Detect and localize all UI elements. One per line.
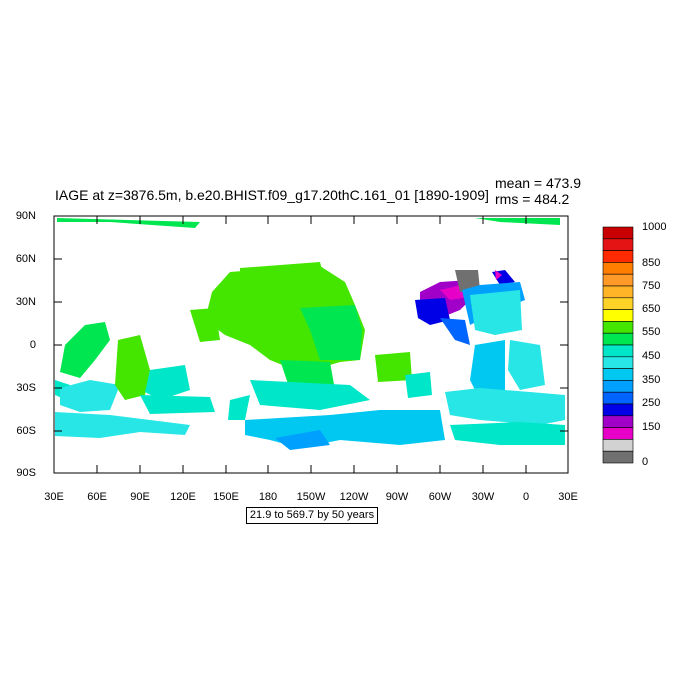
lon-label-30w: 30W (471, 491, 495, 503)
colorbar-label-750: 750 (642, 280, 661, 292)
colorbar-swatch (602, 262, 634, 275)
colorbar-swatch (602, 332, 634, 346)
colorbar-swatch (602, 297, 634, 310)
colorbar-swatch (602, 238, 634, 251)
lon-label-60w: 60W (428, 491, 452, 503)
colorbar-swatch (602, 380, 634, 393)
lat-label-30s: 30S (16, 382, 36, 394)
colorbar-swatch (602, 285, 634, 299)
colorbar-label-1000: 1000 (642, 221, 667, 233)
colorbar-swatch (602, 226, 634, 240)
lon-label-120w: 120W (339, 491, 369, 503)
colorbar-swatch (602, 368, 634, 381)
colorbar-label-550: 550 (642, 326, 661, 338)
colorbar-swatch (602, 309, 634, 322)
lon-label-30e: 30E (44, 491, 64, 503)
colorbar-swatch (602, 356, 634, 369)
lon-label-120e: 120E (170, 491, 196, 503)
lon-label-90w: 90W (385, 491, 409, 503)
contour-range-note: 21.9 to 569.7 by 50 years (246, 507, 378, 524)
colorbar-label-850: 850 (642, 257, 661, 269)
tick-marks (54, 216, 568, 473)
map-title: IAGE at z=3876.5m, b.e20.BHIST.f09_g17.2… (55, 187, 489, 203)
colorbar-swatch (602, 321, 634, 334)
lat-label-60s: 60S (16, 425, 36, 437)
colorbar-label-350: 350 (642, 374, 661, 386)
lon-label-30e-end: 30E (558, 491, 578, 503)
lon-label-90e: 90E (130, 491, 150, 503)
colorbar-label-0: 0 (642, 456, 649, 468)
lon-label-180: 180 (258, 491, 278, 503)
lat-label-eq: 0 (29, 339, 36, 351)
lat-label-90s: 90S (16, 467, 36, 479)
colorbar-swatch (602, 415, 634, 428)
lon-label-150w: 150W (296, 491, 326, 503)
colorbar-swatch (602, 391, 634, 405)
colorbar (602, 226, 634, 464)
colorbar-swatch (602, 403, 634, 417)
colorbar-label-150: 150 (642, 421, 661, 433)
colorbar-label-450: 450 (642, 350, 661, 362)
colorbar-swatch (602, 344, 634, 358)
colorbar-label-250: 250 (642, 397, 661, 409)
colorbar-swatch (602, 439, 634, 452)
colorbar-label-650: 650 (642, 303, 661, 315)
colorbar-swatch (602, 273, 634, 287)
lat-label-60n: 60N (15, 253, 36, 265)
lon-label-60e: 60E (87, 491, 107, 503)
lat-label-90n: 90N (15, 210, 36, 222)
lon-label-150e: 150E (213, 491, 239, 503)
colorbar-swatch (602, 427, 634, 440)
colorbar-swatch (602, 450, 634, 464)
ocean-field (55, 218, 565, 450)
colorbar-swatch (602, 250, 634, 263)
lat-label-30n: 30N (15, 296, 36, 308)
mean-value: mean = 473.9 (495, 175, 582, 191)
rms-value: rms = 484.2 (495, 191, 570, 207)
lon-label-0: 0 (522, 491, 530, 503)
